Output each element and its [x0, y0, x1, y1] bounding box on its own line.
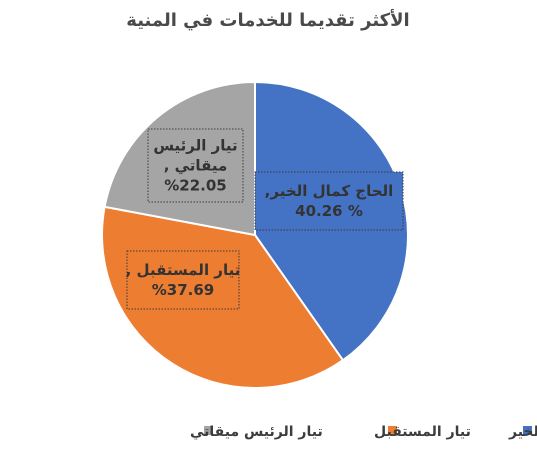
data-label-text: %22.05 [164, 177, 226, 195]
pie-data-labels: الحاج كمال الخير, % 40.26 تيار المستقبل ,%… [126, 128, 404, 310]
data-label: الحاج كمال الخير, % 40.26 [254, 171, 404, 231]
data-label-box [147, 128, 244, 203]
legend-entry: الحج كمال الخير [508, 424, 537, 440]
legend-swatch [388, 426, 397, 435]
data-label-text: الحاج كمال الخير, [265, 182, 394, 200]
pie-slices [101, 80, 409, 389]
data-label-text: %37.69 [152, 281, 214, 299]
data-label-text: تيار المستقبل , [126, 261, 241, 279]
data-label-text: % 40.26 [295, 202, 363, 220]
data-label-box [126, 250, 240, 310]
legend-swatch [523, 426, 532, 435]
legend-entry: تيار الرئيس ميقاتي [190, 424, 323, 440]
data-label: تيار الرئيس ميقاتي , %22.05 [147, 128, 244, 203]
data-label: تيار المستقبل , %37.69 [126, 250, 241, 310]
legend-entry: تيار المستقبل [374, 424, 471, 440]
chart-legend: الحج كمال الخير تيار المستقبل تيار الرئيس … [190, 424, 537, 440]
data-label-text: ميقاتي , [164, 157, 228, 175]
data-label-box [254, 171, 404, 231]
data-label-text: تيار الرئيس [153, 137, 237, 155]
chart-title: الأكثر تقديما للخدمات في المنية [126, 9, 409, 31]
legend-swatch [204, 426, 213, 435]
